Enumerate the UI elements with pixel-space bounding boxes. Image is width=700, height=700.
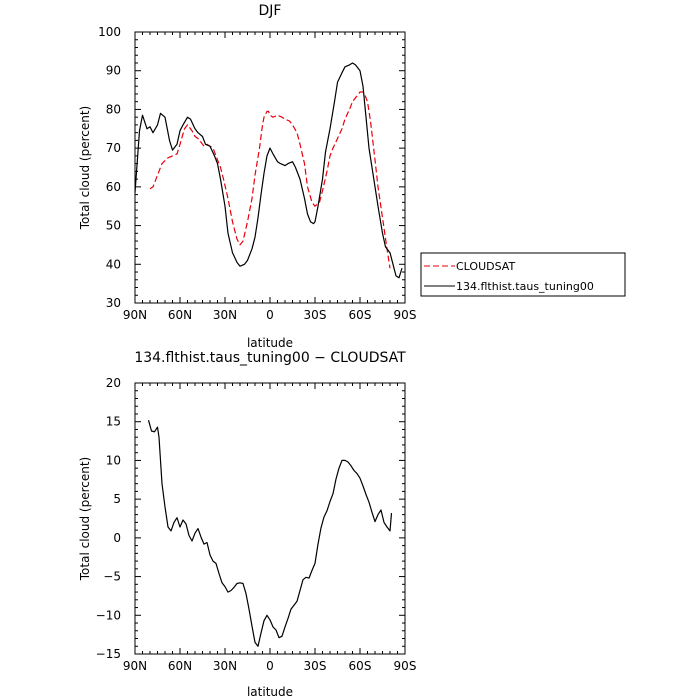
bottom-x-axis-label: latitude (247, 685, 293, 699)
legend-label-model: 134.flthist.taus_tuning00 (456, 280, 594, 293)
x-tick-label: 0 (266, 308, 274, 322)
bottom-panel: 134.flthist.taus_tuning00 − CLOUDSAT 90N… (78, 350, 416, 699)
x-tick-label: 60S (349, 308, 372, 322)
top-plot-frame (134, 31, 406, 304)
bottom-x-axis: 90N 60N 30N 0 30S 60S 90S (123, 383, 417, 673)
legend-label-cloudsat: CLOUDSAT (456, 260, 515, 273)
legend-box (420, 252, 626, 297)
y-tick-label: −5 (103, 570, 121, 584)
y-tick-label: 50 (106, 219, 121, 233)
bottom-series-group (147, 420, 393, 647)
y-tick-label: 100 (98, 25, 121, 39)
x-tick-label: 90S (394, 659, 417, 673)
x-tick-label: 60N (168, 659, 192, 673)
y-tick-label: 90 (106, 64, 121, 78)
legend: CLOUDSAT 134.flthist.taus_tuning00 (420, 252, 626, 297)
bottom-series-line-0 (147, 420, 393, 647)
x-tick-label: 30N (213, 308, 237, 322)
top-panel: DJF 90N 60N 30N 0 30S 60S 90S 30 40 50 60 70 80 90 10… (78, 3, 416, 350)
x-tick-label: 90S (394, 308, 417, 322)
y-tick-label: 40 (106, 257, 121, 271)
x-tick-label: 30S (304, 659, 327, 673)
x-tick-label: 60S (349, 659, 372, 673)
top-series-line-1 (134, 62, 403, 279)
y-tick-label: 20 (106, 376, 121, 390)
x-tick-label: 30S (304, 308, 327, 322)
top-y-axis: 30 40 50 60 70 80 90 100 (98, 25, 405, 310)
top-series-line-0 (149, 91, 391, 269)
top-x-axis-label: latitude (247, 336, 293, 350)
bottom-panel-title: 134.flthist.taus_tuning00 − CLOUDSAT (134, 350, 406, 366)
y-tick-label: 70 (106, 141, 121, 155)
bottom-y-axis-label: Total cloud (percent) (78, 457, 92, 581)
top-y-axis-label: Total cloud (percent) (78, 106, 92, 230)
x-tick-label: 90N (123, 308, 147, 322)
y-tick-label: −15 (96, 647, 121, 661)
top-series-group (134, 62, 403, 279)
bottom-plot-frame (134, 382, 406, 655)
x-tick-label: 60N (168, 308, 192, 322)
y-tick-label: 80 (106, 102, 121, 116)
x-tick-label: 90N (123, 659, 147, 673)
top-panel-title: DJF (259, 3, 282, 19)
x-tick-label: 0 (266, 659, 274, 673)
y-tick-label: 5 (113, 492, 121, 506)
bottom-y-axis: −15 −10 −5 0 5 10 15 20 (96, 376, 405, 661)
y-tick-label: 10 (106, 453, 121, 467)
y-tick-label: 60 (106, 180, 121, 194)
y-tick-label: −10 (96, 608, 121, 622)
y-tick-label: 15 (106, 415, 121, 429)
top-x-axis: 90N 60N 30N 0 30S 60S 90S (123, 32, 417, 322)
x-tick-label: 30N (213, 659, 237, 673)
y-tick-label: 30 (106, 296, 121, 310)
y-tick-label: 0 (113, 531, 121, 545)
